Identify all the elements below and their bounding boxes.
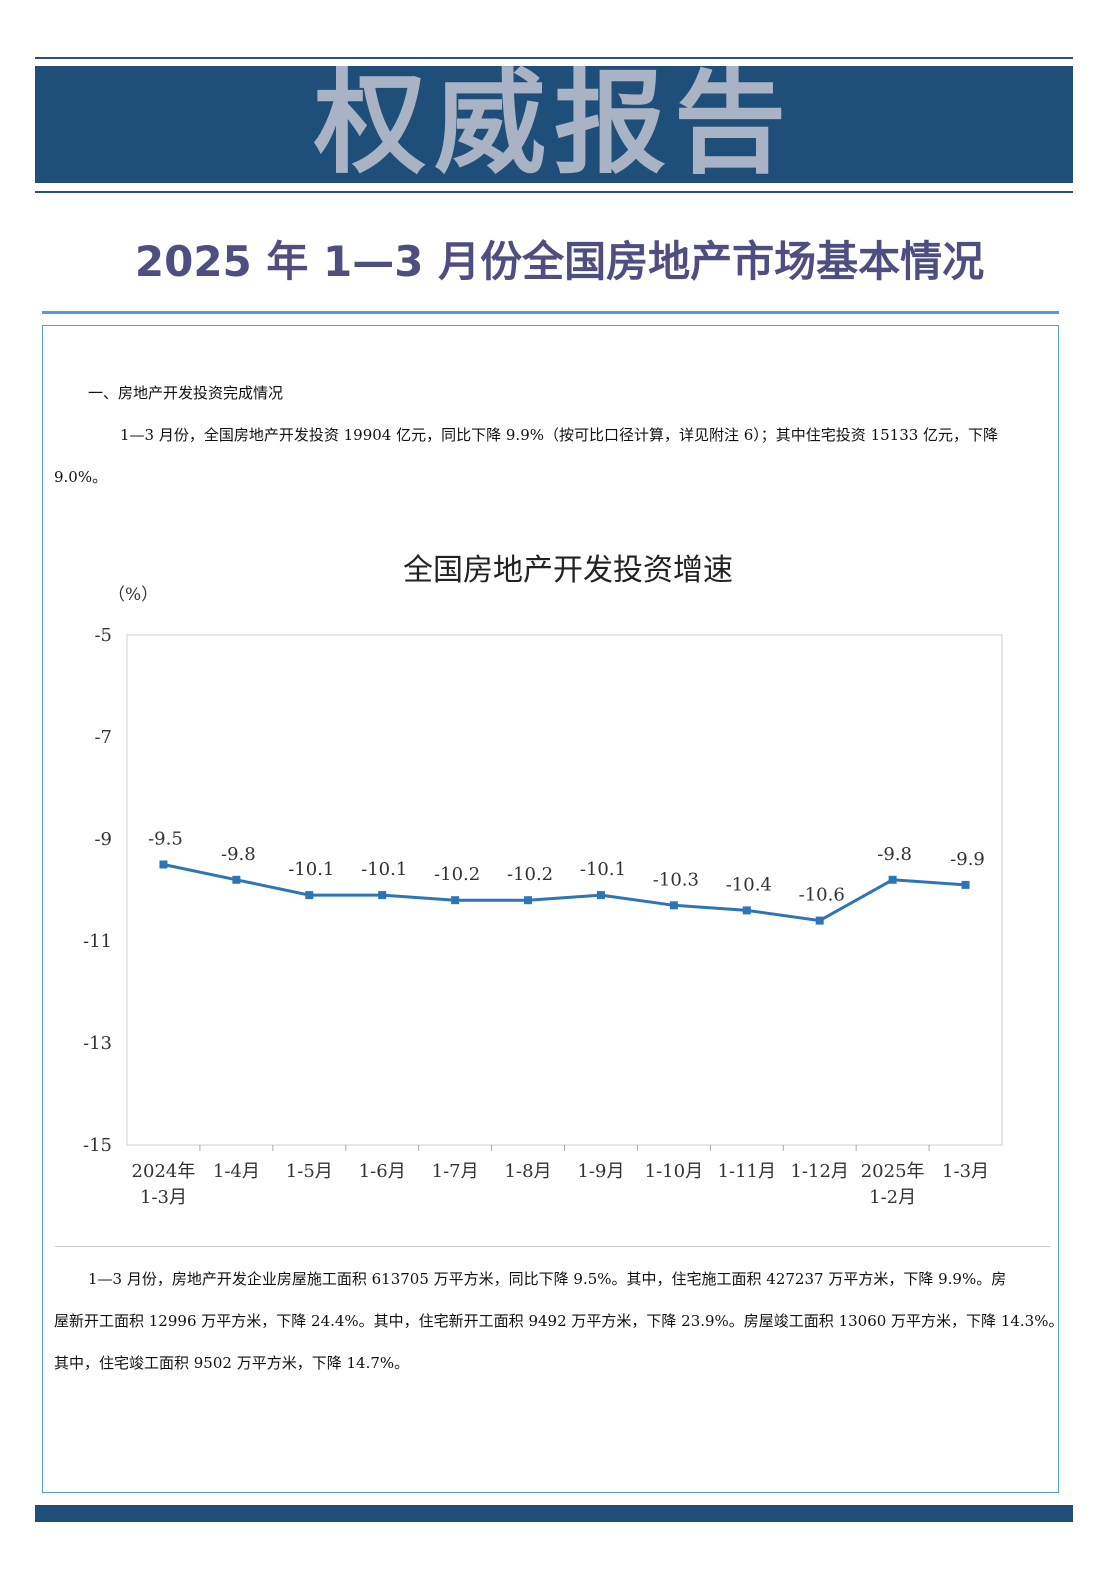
- title-rule: [42, 311, 1059, 314]
- data-point: [669, 901, 678, 910]
- data-label: -9.8: [877, 844, 912, 865]
- data-point: [159, 860, 168, 869]
- data-label: -9.8: [221, 844, 256, 865]
- data-label: -10.4: [726, 874, 772, 895]
- paragraph-2-line-2: 屋新开工面积 12996 万平方米，下降 24.4%。其中，住宅新开工面积 94…: [54, 1312, 1064, 1330]
- paragraph-1-line-2: 9.0%。: [54, 468, 108, 486]
- paragraph-2-line-3: 其中，住宅竣工面积 9502 万平方米，下降 14.7%。: [54, 1354, 410, 1372]
- x-tick-label: 1-4月: [213, 1161, 260, 1182]
- x-tick-label: 1-3月: [942, 1161, 989, 1182]
- bottom-bar: [35, 1505, 1073, 1522]
- content-box: [42, 325, 1059, 1493]
- banner: 权威报告: [35, 66, 1073, 183]
- data-point: [378, 891, 387, 900]
- section-heading: 一、房地产开发投资完成情况: [88, 384, 284, 402]
- y-tick-label: -5: [94, 625, 112, 646]
- banner-text: 权威报告: [314, 59, 794, 189]
- banner-rule: [35, 191, 1073, 193]
- data-label: -10.1: [580, 859, 626, 880]
- y-tick-label: -7: [94, 727, 112, 748]
- data-point: [742, 906, 751, 915]
- x-tick-label: 1-12月: [790, 1161, 848, 1182]
- x-tick-label: 2025年: [861, 1161, 925, 1182]
- data-point: [305, 891, 314, 900]
- y-tick-label: -15: [83, 1135, 112, 1156]
- y-axis-label: （%）: [108, 585, 158, 605]
- x-tick-label: 1-7月: [432, 1161, 479, 1182]
- data-label: -10.6: [799, 885, 845, 906]
- data-point: [524, 896, 533, 905]
- investment-growth-chart: 全国房地产开发投资增速 （%） -5 -7 -9 -11 -13 -15 2024年 1-3月 1-…: [83, 553, 1003, 1208]
- data-point: [596, 891, 605, 900]
- plot-area: [126, 634, 1003, 1146]
- x-tick-label: 2024年: [132, 1161, 196, 1182]
- data-point: [815, 916, 824, 925]
- data-label: -10.2: [507, 864, 553, 885]
- data-label: -10.2: [434, 864, 480, 885]
- x-tick-label: 1-9月: [577, 1161, 624, 1182]
- y-tick-label: -9: [94, 829, 112, 850]
- y-tick-label: -11: [83, 931, 112, 952]
- data-label: -9.5: [148, 829, 183, 850]
- x-tick-label: 1-3月: [140, 1187, 187, 1208]
- divider: [55, 1246, 1050, 1247]
- y-tick-label: -13: [83, 1033, 112, 1054]
- data-label: -9.9: [950, 849, 985, 870]
- top-rule: [35, 57, 1073, 59]
- data-point: [888, 875, 897, 884]
- chart-title: 全国房地产开发投资增速: [403, 553, 733, 588]
- x-tick-label: 1-6月: [359, 1161, 406, 1182]
- data-point: [451, 896, 460, 905]
- x-tick-label: 1-8月: [505, 1161, 552, 1182]
- data-label: -10.3: [653, 869, 699, 890]
- data-label: -10.1: [288, 859, 334, 880]
- x-tick-label: 1-11月: [718, 1161, 776, 1182]
- series-line: [163, 863, 966, 923]
- data-point: [961, 880, 970, 889]
- x-tick-label: 1-10月: [645, 1161, 703, 1182]
- data-point: [232, 875, 241, 884]
- x-tick-label: 1-5月: [286, 1161, 333, 1182]
- page-title: 2025 年 1—3 月份全国房地产市场基本情况: [134, 237, 985, 286]
- data-label: -10.1: [361, 859, 407, 880]
- paragraph-2-line-1: 1—3 月份，房地产开发企业房屋施工面积 613705 万平方米，同比下降 9.…: [88, 1270, 1007, 1288]
- paragraph-1-line-1: 1—3 月份，全国房地产开发投资 19904 亿元，同比下降 9.9%（按可比口…: [120, 426, 999, 444]
- x-tick-label: 1-2月: [869, 1187, 916, 1208]
